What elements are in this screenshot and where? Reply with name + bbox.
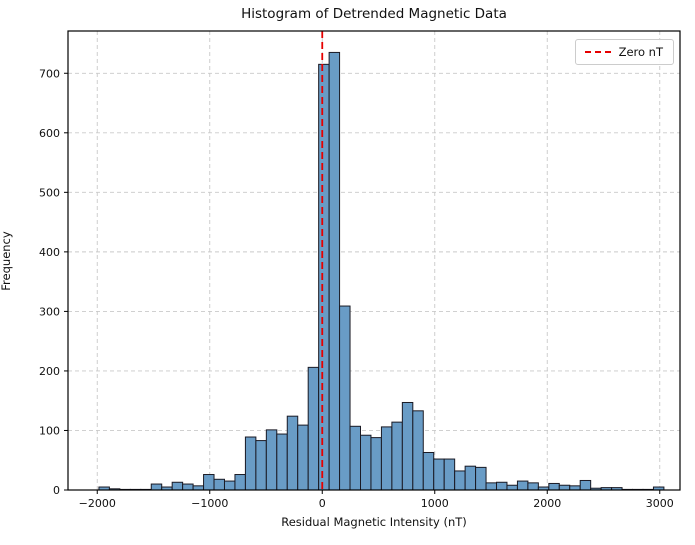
histogram-bar — [548, 482, 560, 491]
histogram-bar — [234, 474, 246, 491]
histogram-bar — [328, 51, 341, 491]
histogram-bar — [318, 63, 330, 491]
histogram-bar — [391, 421, 403, 491]
histogram-bar — [370, 437, 382, 491]
histogram-bar — [265, 429, 278, 491]
y-tick-label: 200 — [39, 365, 60, 378]
y-tick-label: 600 — [39, 127, 60, 140]
histogram-bar — [255, 440, 267, 491]
histogram-bar — [286, 415, 299, 491]
zero-line-legend-swatch — [584, 51, 611, 53]
histogram-bar — [579, 479, 592, 491]
plot-border — [67, 30, 681, 491]
histogram-bar — [182, 483, 194, 491]
histogram-bar — [401, 401, 414, 491]
histogram-bar — [464, 465, 477, 491]
histogram-bar — [276, 433, 288, 491]
histogram-bar — [297, 424, 309, 491]
histogram-bar — [349, 425, 362, 491]
histogram-bar — [433, 458, 445, 491]
legend: Zero nT — [574, 39, 674, 65]
histogram-bar — [171, 481, 184, 491]
histogram-bar — [223, 480, 236, 491]
histogram-bar — [412, 410, 424, 491]
histogram-bar — [558, 484, 571, 491]
x-tick-label: −1000 — [191, 497, 228, 510]
histogram-bar — [496, 481, 508, 491]
histogram-bar — [339, 305, 351, 491]
histogram-bar — [475, 466, 487, 491]
histogram-bar — [244, 436, 257, 491]
histogram-bar — [380, 426, 393, 491]
x-tick-label: 2000 — [533, 497, 561, 510]
histogram-bar — [527, 482, 539, 491]
histogram-bar — [203, 474, 215, 491]
y-tick-label: 400 — [39, 246, 60, 259]
y-tick-label: 500 — [39, 186, 60, 199]
histogram-bar — [506, 484, 518, 491]
y-tick-label: 700 — [39, 67, 60, 80]
histogram-bar — [422, 451, 435, 491]
histogram-bar — [569, 485, 581, 491]
histogram-bar — [192, 485, 205, 491]
x-tick-label: 1000 — [421, 497, 449, 510]
histogram-bar — [516, 480, 529, 491]
chart-title: Histogram of Detrended Magnetic Data — [241, 6, 507, 22]
y-tick-label: 100 — [39, 424, 60, 437]
histogram-bar — [454, 470, 466, 491]
x-tick-label: 0 — [319, 497, 326, 510]
y-axis-label: Frequency — [0, 231, 13, 291]
histogram-bar — [443, 458, 456, 491]
x-axis-label: Residual Magnetic Intensity (nT) — [281, 515, 467, 529]
histogram-bar — [360, 434, 372, 491]
y-tick-label: 0 — [53, 484, 60, 497]
legend-label: Zero nT — [618, 45, 663, 59]
histogram-bar — [150, 483, 163, 491]
histogram-bar — [307, 366, 320, 491]
x-tick-label: 3000 — [646, 497, 674, 510]
x-tick-label: −2000 — [79, 497, 116, 510]
y-tick-label: 300 — [39, 305, 60, 318]
histogram-bar — [485, 482, 498, 491]
histogram-bar — [213, 478, 225, 491]
